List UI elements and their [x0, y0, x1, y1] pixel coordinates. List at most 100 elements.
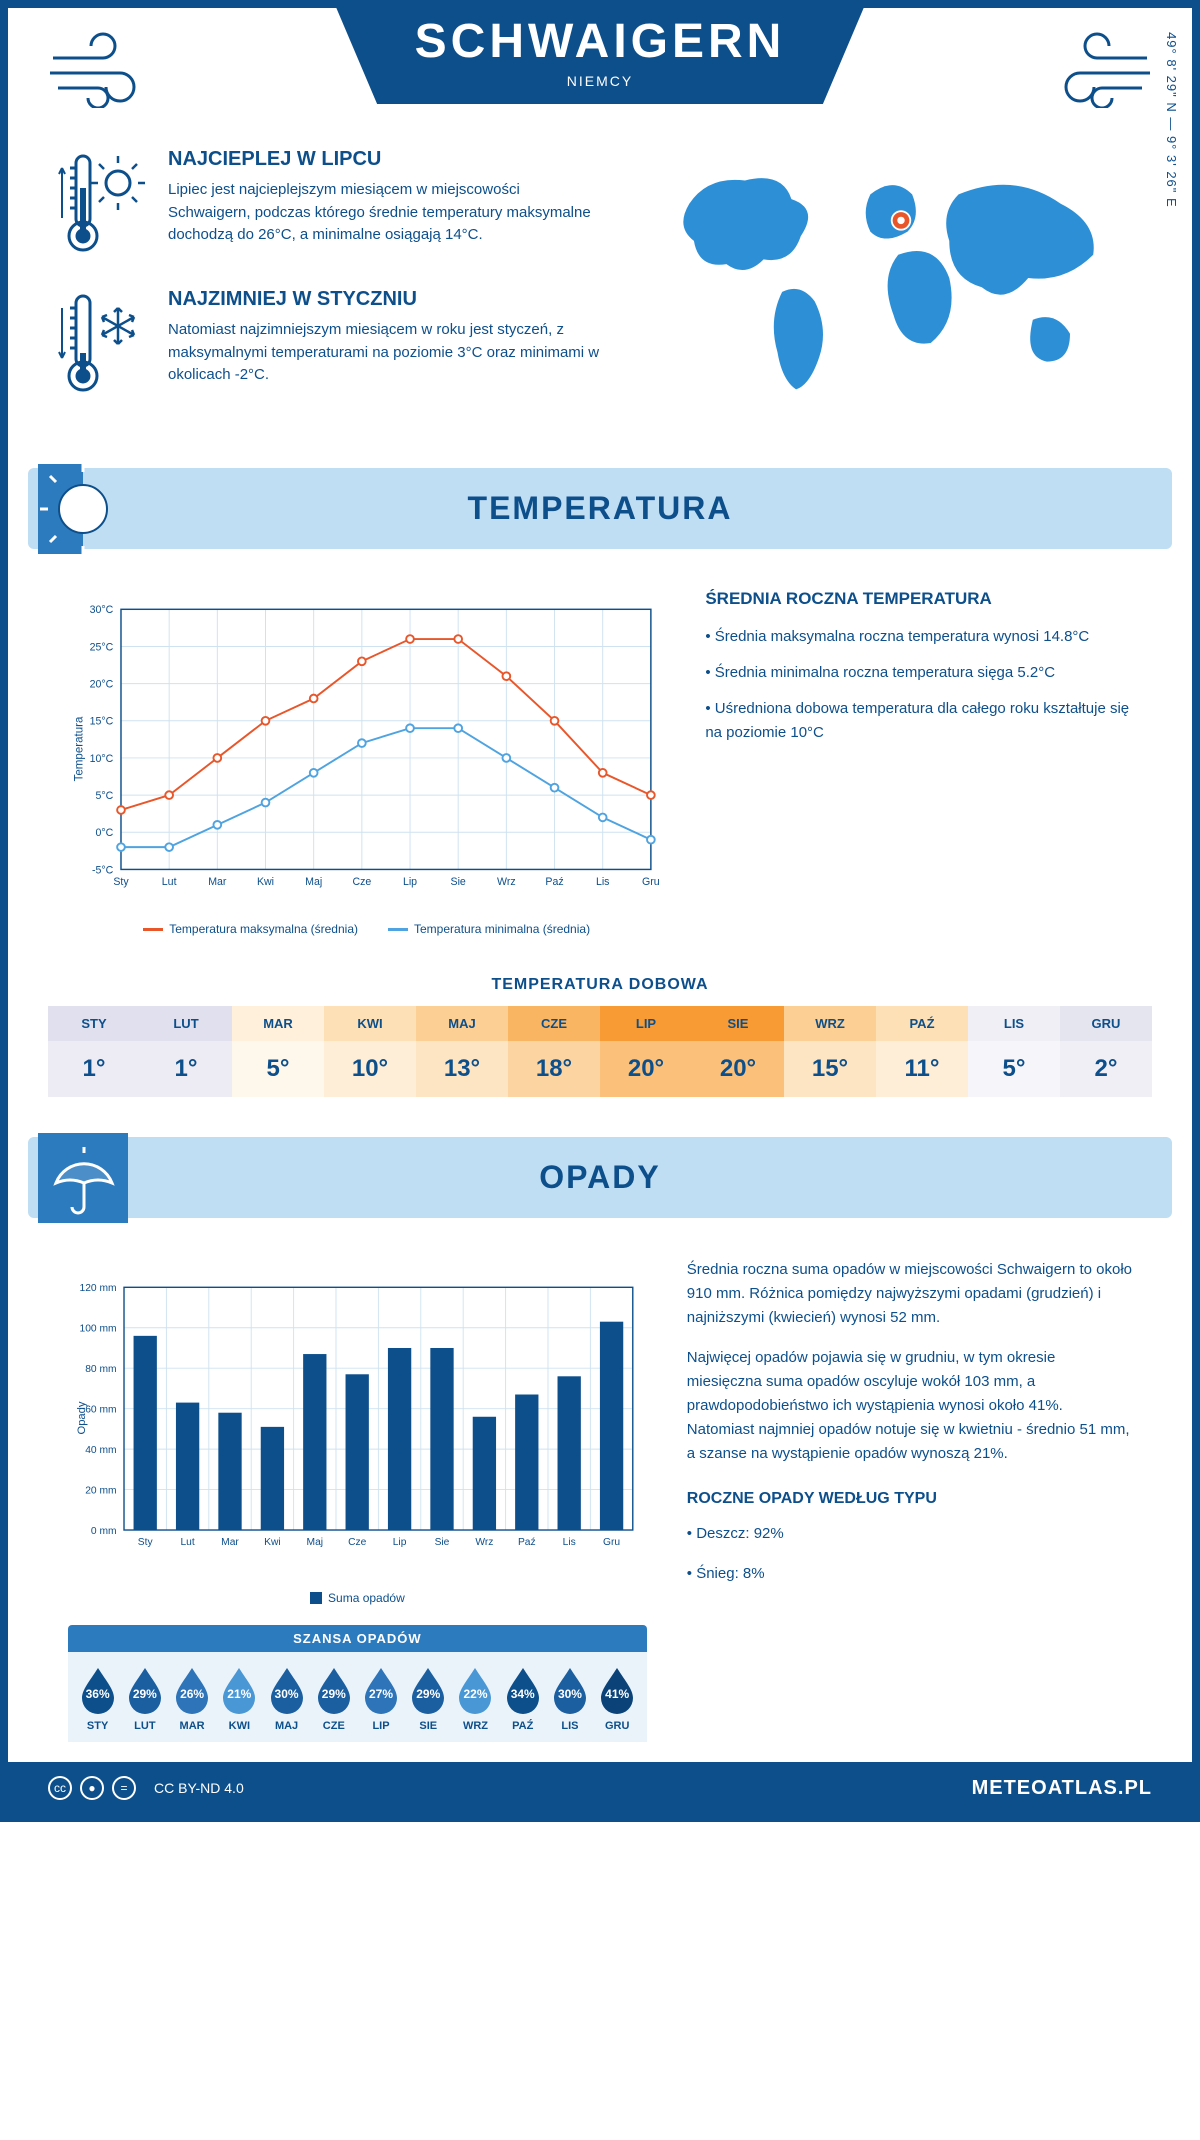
svg-text:Gru: Gru — [603, 1537, 620, 1548]
sun-icon — [38, 464, 128, 554]
cold-block: NAJZIMNIEJ W STYCZNIU Natomiast najzimni… — [58, 288, 605, 398]
by-icon: ● — [80, 1776, 104, 1800]
precip-t2: • Śnieg: 8% — [687, 1562, 1132, 1586]
world-map: 49° 8' 29" N — 9° 3' 26" E — [645, 148, 1142, 428]
thermometer-sun-icon — [58, 148, 148, 258]
chance-cell: 29%SIE — [405, 1666, 452, 1732]
svg-text:Mar: Mar — [221, 1537, 239, 1548]
footer: cc ● = CC BY-ND 4.0 METEOATLAS.PL — [8, 1762, 1192, 1814]
svg-text:80 mm: 80 mm — [85, 1364, 116, 1375]
svg-text:15°C: 15°C — [90, 716, 114, 728]
thermometer-snow-icon — [58, 288, 148, 398]
daily-cell: PAŹ11° — [876, 1006, 968, 1097]
svg-text:Sty: Sty — [138, 1537, 154, 1548]
svg-text:Maj: Maj — [307, 1537, 324, 1548]
precip-p1: Średnia roczna suma opadów w miejscowośc… — [687, 1258, 1132, 1330]
svg-text:-5°C: -5°C — [92, 864, 114, 876]
svg-text:Lut: Lut — [162, 876, 177, 888]
daily-cell: LIP20° — [600, 1006, 692, 1097]
chance-cell: 29%LUT — [121, 1666, 168, 1732]
temp-legend: Temperatura maksymalna (średnia) Tempera… — [68, 922, 665, 936]
svg-text:Kwi: Kwi — [264, 1537, 281, 1548]
daily-cell: MAR5° — [232, 1006, 324, 1097]
temperature-info: ŚREDNIA ROCZNA TEMPERATURA • Średnia mak… — [705, 589, 1132, 936]
nd-icon: = — [112, 1776, 136, 1800]
svg-text:Paź: Paź — [518, 1537, 536, 1548]
warm-block: NAJCIEPLEJ W LIPCU Lipiec jest najcieple… — [58, 148, 605, 258]
warm-title: NAJCIEPLEJ W LIPCU — [168, 148, 605, 171]
chance-cell: 36%STY — [74, 1666, 121, 1732]
precip-p2: Najwięcej opadów pojawia się w grudniu, … — [687, 1346, 1132, 1466]
svg-text:Lut: Lut — [180, 1537, 194, 1548]
location-marker — [891, 210, 911, 230]
coordinates: 49° 8' 29" N — 9° 3' 26" E — [1165, 32, 1180, 208]
svg-text:5°C: 5°C — [96, 790, 114, 802]
wind-icon-right — [1032, 28, 1152, 108]
summary-section: NAJCIEPLEJ W LIPCU Lipiec jest najcieple… — [8, 118, 1192, 468]
chance-title: SZANSA OPADÓW — [68, 1625, 647, 1652]
svg-text:Cze: Cze — [348, 1537, 367, 1548]
license-block: cc ● = CC BY-ND 4.0 — [48, 1776, 244, 1800]
cold-text: Natomiast najzimniejszym miesiącem w rok… — [168, 319, 605, 387]
svg-text:Mar: Mar — [208, 876, 227, 888]
site-name: METEOATLAS.PL — [972, 1777, 1152, 1800]
warm-text: Lipiec jest najcieplejszym miesiącem w m… — [168, 179, 605, 247]
country-name: NIEMCY — [415, 73, 786, 89]
daily-temp-table: STY1°LUT1°MAR5°KWI10°MAJ13°CZE18°LIP20°S… — [48, 1006, 1152, 1097]
precip-title: OPADY — [28, 1159, 1172, 1196]
temp-info-b3: • Uśredniona dobowa temperatura dla całe… — [705, 697, 1132, 745]
cold-title: NAJZIMNIEJ W STYCZNIU — [168, 288, 605, 311]
svg-text:Lip: Lip — [403, 876, 417, 888]
temp-info-b1: • Średnia maksymalna roczna temperatura … — [705, 625, 1132, 649]
cc-icon: cc — [48, 1776, 72, 1800]
chance-cell: 30%LIS — [546, 1666, 593, 1732]
svg-text:120 mm: 120 mm — [80, 1283, 117, 1294]
svg-text:Sie: Sie — [451, 876, 466, 888]
svg-text:Maj: Maj — [305, 876, 322, 888]
svg-text:Kwi: Kwi — [257, 876, 274, 888]
svg-text:100 mm: 100 mm — [80, 1323, 117, 1334]
svg-text:20 mm: 20 mm — [85, 1485, 116, 1496]
precip-chart: 0 mm20 mm40 mm60 mm80 mm100 mm120 mmStyL… — [68, 1258, 647, 1742]
daily-cell: LIS5° — [968, 1006, 1060, 1097]
svg-text:Lis: Lis — [596, 876, 610, 888]
daily-cell: SIE20° — [692, 1006, 784, 1097]
svg-text:40 mm: 40 mm — [85, 1445, 116, 1456]
svg-text:0°C: 0°C — [96, 827, 114, 839]
temperature-title: TEMPERATURA — [28, 490, 1172, 527]
legend-min: Temperatura minimalna (średnia) — [414, 922, 590, 936]
chance-cell: 22%WRZ — [452, 1666, 499, 1732]
city-name: SCHWAIGERN — [415, 14, 786, 69]
chance-cell: 26%MAR — [168, 1666, 215, 1732]
precip-info: Średnia roczna suma opadów w miejscowośc… — [687, 1258, 1132, 1742]
daily-cell: LUT1° — [140, 1006, 232, 1097]
daily-cell: WRZ15° — [784, 1006, 876, 1097]
svg-text:Sie: Sie — [435, 1537, 450, 1548]
svg-text:Gru: Gru — [642, 876, 660, 888]
chance-cell: 21%KWI — [216, 1666, 263, 1732]
title-banner: SCHWAIGERN NIEMCY — [335, 4, 866, 104]
daily-cell: GRU2° — [1060, 1006, 1152, 1097]
temp-info-b2: • Średnia minimalna roczna temperatura s… — [705, 661, 1132, 685]
daily-cell: KWI10° — [324, 1006, 416, 1097]
svg-text:Cze: Cze — [352, 876, 371, 888]
temp-info-title: ŚREDNIA ROCZNA TEMPERATURA — [705, 589, 1132, 609]
precip-type-title: ROCZNE OPADY WEDŁUG TYPU — [687, 1486, 1132, 1512]
svg-text:Lip: Lip — [393, 1537, 407, 1548]
svg-text:Sty: Sty — [113, 876, 129, 888]
umbrella-icon — [38, 1133, 128, 1223]
temperature-banner: TEMPERATURA — [28, 468, 1172, 549]
license-text: CC BY-ND 4.0 — [154, 1780, 244, 1796]
daily-cell: CZE18° — [508, 1006, 600, 1097]
chance-cell: 34%PAŹ — [499, 1666, 546, 1732]
precip-t1: • Deszcz: 92% — [687, 1522, 1132, 1546]
svg-text:Opady: Opady — [76, 1401, 88, 1434]
svg-text:Wrz: Wrz — [475, 1537, 493, 1548]
chance-cell: 41%GRU — [594, 1666, 641, 1732]
svg-text:25°C: 25°C — [90, 641, 114, 653]
legend-max: Temperatura maksymalna (średnia) — [169, 922, 358, 936]
svg-text:60 mm: 60 mm — [85, 1404, 116, 1415]
daily-cell: STY1° — [48, 1006, 140, 1097]
header: SCHWAIGERN NIEMCY — [8, 8, 1192, 118]
wind-icon-left — [48, 28, 168, 108]
